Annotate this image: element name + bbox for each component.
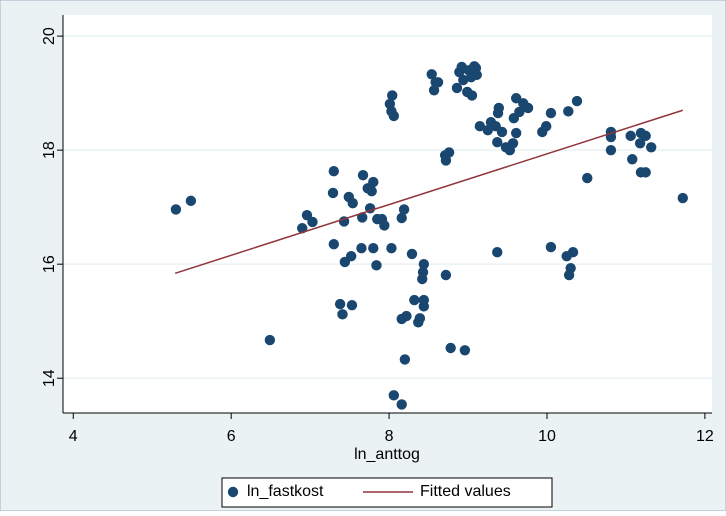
point (328, 166, 340, 177)
x-tick-label: 4 (69, 428, 78, 445)
point (185, 195, 197, 207)
point (417, 266, 429, 278)
point (466, 90, 478, 101)
point (514, 106, 525, 118)
point (406, 248, 418, 260)
point (605, 144, 617, 156)
y-tick-label: 14 (41, 369, 58, 387)
point (677, 192, 688, 204)
point (368, 176, 379, 188)
point (170, 204, 182, 215)
point (440, 155, 452, 166)
fitted-line (174, 109, 684, 275)
point (563, 269, 575, 281)
point (328, 239, 340, 250)
point (627, 154, 638, 165)
point (334, 298, 346, 310)
point (409, 294, 420, 306)
y-tick-label: 18 (41, 141, 58, 159)
point (640, 130, 651, 142)
point (388, 110, 400, 122)
point (401, 310, 412, 322)
point (469, 61, 480, 72)
point (443, 147, 455, 158)
point (396, 399, 407, 410)
point (418, 258, 430, 270)
y-tick-label: 20 (41, 27, 58, 45)
point (545, 241, 557, 253)
point (264, 334, 276, 346)
point (445, 342, 456, 354)
point (458, 74, 469, 86)
point (582, 172, 593, 184)
point (646, 142, 657, 153)
point (426, 69, 437, 80)
point (459, 345, 471, 356)
x-tick-label: 6 (227, 428, 236, 445)
point (440, 269, 452, 281)
point (387, 90, 398, 101)
point (418, 301, 430, 312)
point (356, 243, 367, 254)
point (379, 220, 390, 231)
point (492, 247, 503, 258)
point (640, 167, 651, 178)
x-tick-label: 8 (385, 428, 394, 445)
plot-area (63, 15, 712, 413)
point (492, 136, 503, 148)
point (327, 187, 339, 199)
point (347, 197, 358, 209)
point (507, 138, 519, 149)
point (482, 124, 493, 136)
x-tick-label: 10 (538, 428, 556, 445)
point (368, 243, 379, 254)
point (522, 102, 534, 114)
point (307, 216, 318, 228)
point (510, 127, 522, 139)
point (398, 204, 410, 215)
point (634, 138, 646, 149)
point (471, 69, 482, 81)
point (571, 95, 583, 107)
point (567, 247, 579, 258)
point (396, 212, 407, 224)
point (386, 243, 397, 254)
point (346, 300, 358, 311)
point (337, 309, 348, 320)
point (432, 77, 444, 88)
point (451, 82, 463, 94)
point (496, 126, 508, 138)
point (474, 120, 486, 132)
point (388, 390, 400, 401)
legend-label: ln_fastkost (247, 483, 324, 500)
x-tick-label: 12 (696, 428, 714, 445)
point (371, 260, 382, 271)
point (357, 170, 369, 181)
x-axis-title: ln_anttog (354, 446, 420, 463)
legend-marker (227, 486, 239, 498)
point (540, 120, 552, 132)
point (493, 102, 505, 114)
point (545, 107, 557, 119)
point (399, 354, 411, 365)
point (625, 130, 636, 142)
point (414, 313, 426, 324)
point (428, 85, 440, 96)
point (357, 212, 368, 223)
point (563, 106, 574, 117)
y-tick-label: 16 (41, 255, 58, 273)
legend-label: Fitted values (420, 483, 511, 500)
point (345, 250, 357, 262)
point (366, 185, 377, 197)
